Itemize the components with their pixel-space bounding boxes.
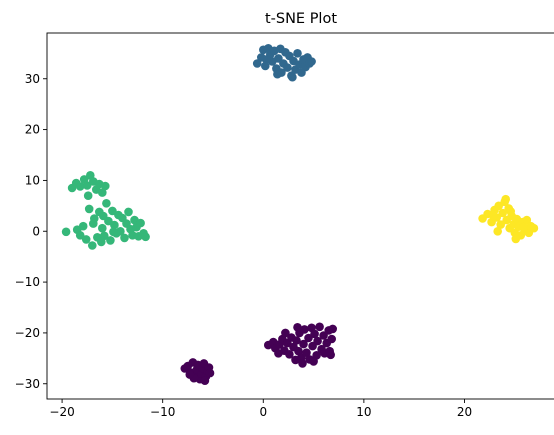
x-tick-label: 20 — [457, 405, 472, 419]
point — [262, 55, 271, 64]
plot-frame — [46, 32, 554, 400]
point — [309, 357, 318, 366]
point — [185, 370, 195, 379]
point — [102, 199, 111, 208]
point — [522, 215, 532, 225]
point — [307, 57, 316, 66]
cluster-purple — [180, 322, 338, 386]
y-tick-label: 20 — [25, 123, 40, 137]
cluster-green — [61, 171, 150, 250]
point — [120, 233, 129, 243]
x-tick-label: −20 — [49, 405, 74, 419]
y-tick-label: 30 — [25, 72, 40, 86]
point — [109, 227, 118, 237]
point — [84, 204, 94, 214]
point — [110, 220, 119, 230]
point — [283, 63, 292, 72]
point — [78, 221, 88, 231]
point — [302, 348, 311, 358]
point — [83, 191, 93, 200]
point — [81, 235, 91, 244]
point — [326, 350, 336, 360]
point — [252, 59, 262, 68]
point — [141, 232, 150, 242]
point — [315, 322, 324, 332]
y-tick-label: −20 — [15, 326, 40, 340]
chart-title: t-SNE Plot — [265, 11, 337, 27]
point — [124, 207, 133, 217]
points-layer — [61, 44, 539, 386]
x-tick-label: 10 — [356, 405, 371, 419]
point — [75, 231, 85, 240]
point — [496, 220, 506, 229]
y-axis: −30 −20 −10 0 10 20 30 — [15, 72, 47, 391]
point — [327, 334, 337, 344]
x-tick-label: −10 — [150, 405, 175, 419]
point — [328, 324, 338, 334]
point — [489, 211, 498, 221]
point — [97, 237, 106, 247]
y-tick-label: −10 — [15, 275, 40, 289]
point — [116, 227, 125, 236]
point — [506, 207, 515, 216]
point — [501, 194, 511, 204]
point — [511, 234, 521, 244]
cluster-blue — [252, 44, 316, 82]
point — [61, 227, 71, 237]
point — [304, 333, 313, 343]
point — [285, 350, 294, 359]
point — [298, 359, 307, 368]
point — [200, 376, 210, 386]
point — [519, 222, 529, 232]
point — [273, 69, 282, 79]
point — [106, 236, 115, 245]
point — [205, 368, 215, 378]
point — [101, 181, 110, 191]
point — [288, 72, 297, 82]
point — [310, 329, 319, 339]
point — [300, 325, 309, 334]
y-tick-label: −30 — [15, 377, 40, 391]
point — [108, 206, 117, 216]
point — [75, 182, 85, 191]
point — [99, 211, 108, 221]
point — [136, 218, 145, 228]
point — [293, 323, 302, 332]
point — [88, 241, 97, 250]
point — [313, 336, 322, 346]
point — [98, 223, 107, 233]
point — [281, 328, 290, 338]
point — [529, 223, 539, 233]
point — [292, 336, 301, 345]
point — [293, 49, 302, 58]
point — [274, 349, 283, 358]
x-axis: −20 −10 0 10 20 — [49, 399, 472, 419]
point — [299, 339, 308, 349]
x-tick-label: 0 — [259, 405, 267, 419]
point — [98, 188, 107, 197]
y-tick-label: 10 — [25, 173, 40, 187]
point — [82, 181, 92, 190]
point — [498, 208, 508, 218]
point — [261, 61, 270, 71]
point — [493, 227, 503, 236]
point — [89, 219, 98, 228]
cluster-yellow — [478, 194, 539, 244]
y-tick-label: 0 — [32, 224, 40, 238]
